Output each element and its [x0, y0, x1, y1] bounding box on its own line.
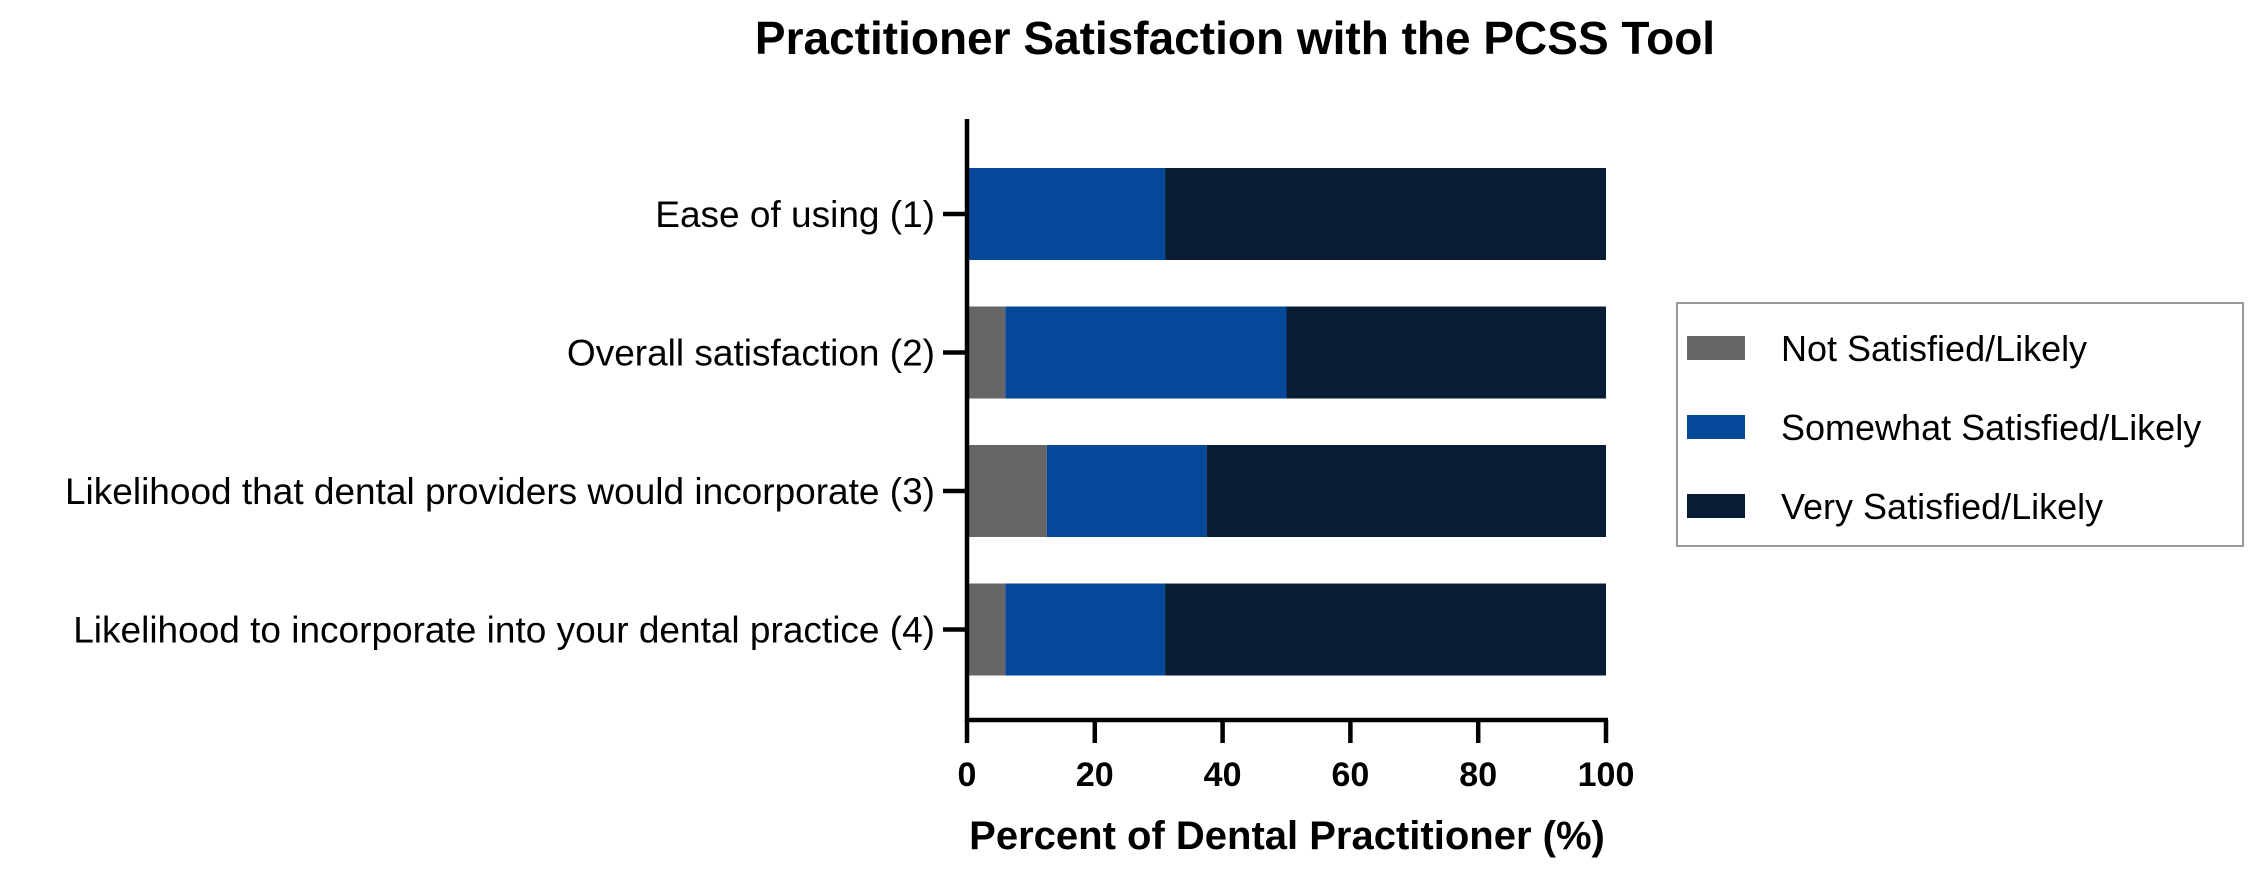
- bar-segment-3-series-2: [1046, 445, 1207, 537]
- legend-swatch: [1687, 336, 1745, 360]
- category-label: Likelihood that dental providers would i…: [65, 471, 935, 512]
- bar-segment-2-series-2: [1005, 306, 1287, 399]
- category-label: Likelihood to incorporate into your dent…: [73, 610, 935, 651]
- x-ticks-layer: 0 20 40 60 80 100: [958, 720, 1635, 794]
- bar-segment-4-series-1: [967, 583, 1006, 676]
- bar-segment-4-series-2: [1005, 583, 1166, 676]
- bar-segment-1-series-2: [967, 168, 1166, 260]
- legend-swatch: [1687, 494, 1745, 518]
- category-label: Overall satisfaction (2): [567, 333, 935, 374]
- legend-items: Not Satisfied/Likely Somewhat Satisfied/L…: [1687, 328, 2201, 527]
- legend-label: Very Satisfied/Likely: [1781, 486, 2103, 527]
- legend-swatch: [1687, 415, 1745, 439]
- y-ticks-layer: Ease of using (1) Overall satisfaction (2…: [65, 194, 967, 651]
- legend-box: [1676, 302, 2244, 547]
- x-tick-label: 20: [1076, 756, 1114, 794]
- bar-segment-3-series-3: [1206, 445, 1606, 537]
- x-tick-label: 40: [1204, 756, 1242, 794]
- bar-segment-2-series-1: [967, 306, 1006, 399]
- x-tick-label: 60: [1331, 756, 1369, 794]
- bar-segment-4-series-3: [1165, 583, 1606, 676]
- x-axis-label: Percent of Dental Practitioner (%): [969, 814, 1605, 858]
- legend-label: Somewhat Satisfied/Likely: [1781, 407, 2201, 448]
- bar-segment-2-series-3: [1286, 306, 1606, 399]
- bars-layer: [967, 168, 1606, 676]
- legend-label: Not Satisfied/Likely: [1781, 328, 2087, 369]
- bar-segment-3-series-1: [967, 445, 1047, 537]
- legend: Not Satisfied/Likely Somewhat Satisfied/L…: [1676, 302, 2244, 547]
- bar-segment-1-series-3: [1165, 168, 1606, 260]
- chart-title: Practitioner Satisfaction with the PCSS …: [755, 12, 1715, 64]
- x-tick-label: 80: [1459, 756, 1497, 794]
- x-tick-label: 100: [1578, 756, 1635, 794]
- category-label: Ease of using (1): [655, 194, 935, 235]
- x-tick-label: 0: [958, 756, 977, 794]
